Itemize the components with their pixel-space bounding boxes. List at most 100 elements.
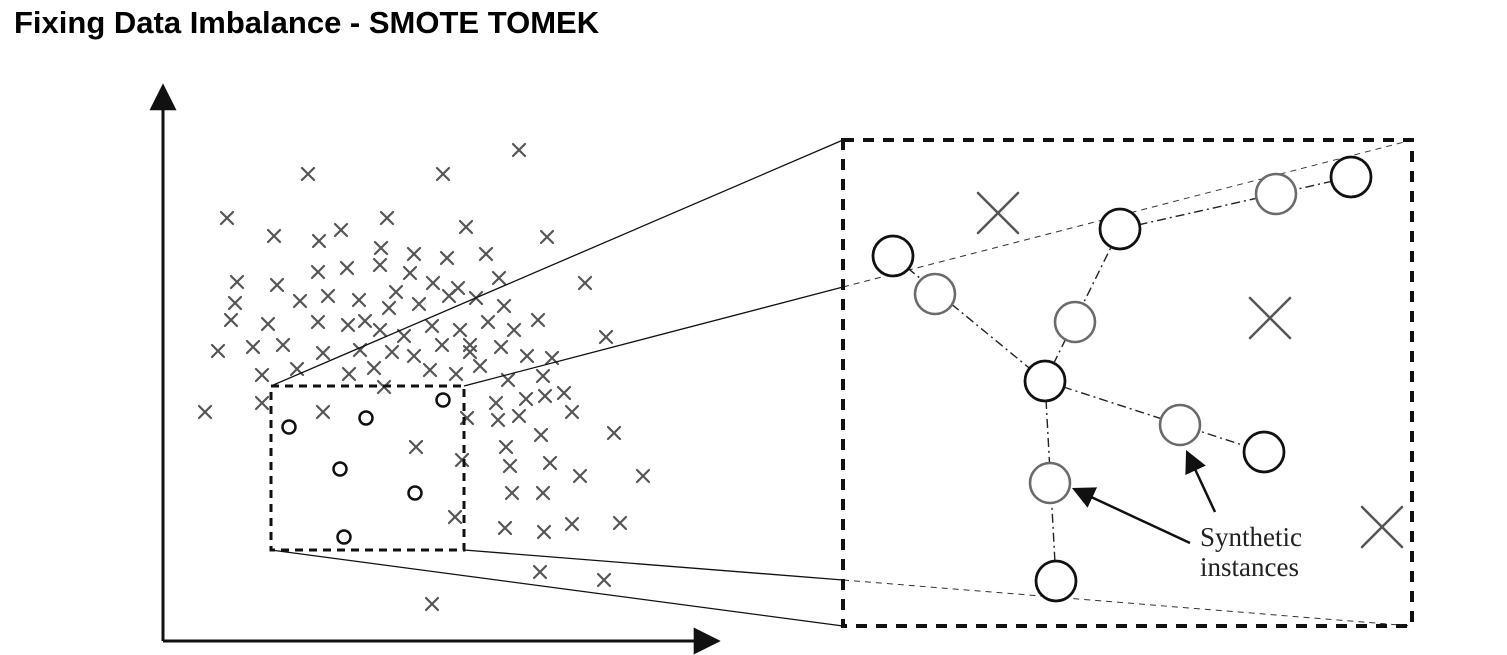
zoom-minority-point-1 <box>871 234 915 278</box>
zoom-minority-points <box>871 155 1373 603</box>
majority-point-37 <box>372 322 388 338</box>
majority-point-79 <box>408 439 424 455</box>
majority-point-92 <box>564 516 580 532</box>
majority-point-42 <box>506 322 522 338</box>
majority-point-81 <box>533 427 549 443</box>
majority-point-19-stroke-b <box>372 257 388 273</box>
majority-point-20 <box>402 265 418 281</box>
minority-point-2 <box>358 410 374 426</box>
majority-point-61 <box>422 362 438 378</box>
majority-point-46 <box>275 337 291 353</box>
majority-point-67 <box>556 385 572 401</box>
majority-point-10 <box>539 229 555 245</box>
zoom-majority-point-1 <box>976 191 1020 235</box>
majority-point-9 <box>458 219 474 235</box>
majority-point-24 <box>577 275 593 291</box>
zoom-majority-point-3 <box>1360 505 1404 549</box>
majority-point-32 <box>496 298 512 314</box>
majority-point-57-stroke-b <box>254 367 270 383</box>
majority-point-2-stroke-b <box>300 166 316 182</box>
majority-point-77 <box>564 404 580 420</box>
majority-point-54 <box>519 348 535 364</box>
majority-point-93-stroke-b <box>612 515 628 531</box>
majority-point-63-stroke-b <box>472 358 488 374</box>
majority-point-34 <box>260 316 276 332</box>
majority-point-19 <box>372 257 388 273</box>
majority-point-83-stroke-b <box>502 458 518 474</box>
arrow-to-synthetic-right <box>1185 449 1217 513</box>
majority-point-14-stroke-b <box>478 246 494 262</box>
zoom-majority-point-2 <box>1248 296 1292 340</box>
majority-point-24-stroke-b <box>577 275 593 291</box>
majority-point-3 <box>435 166 451 182</box>
majority-point-23 <box>491 270 507 286</box>
majority-point-75-stroke-b <box>490 412 506 428</box>
annotation-arrows <box>1071 449 1217 545</box>
majority-point-94 <box>532 564 548 580</box>
page-title: Fixing Data Imbalance - SMOTE TOMEK <box>14 5 600 40</box>
majority-point-56 <box>598 329 614 345</box>
majority-point-97 <box>227 295 243 311</box>
majority-point-27-stroke-b <box>351 292 367 308</box>
majority-point-65-stroke-b <box>535 368 551 384</box>
synthetic-instance-4 <box>1158 403 1202 447</box>
majority-point-51 <box>434 337 450 353</box>
synthetic-instance-5 <box>1028 461 1072 505</box>
majority-point-58-stroke-b <box>289 361 305 377</box>
majority-point-28 <box>381 300 397 316</box>
majority-point-53-stroke-b <box>493 339 509 355</box>
minority-point-3 <box>435 392 451 408</box>
majority-point-6 <box>266 228 282 244</box>
majority-point-76-stroke-b <box>511 408 527 424</box>
zoom-minority-point-2 <box>1098 207 1142 251</box>
majority-point-25-stroke-b <box>292 293 308 309</box>
majority-point-3-stroke-b <box>435 166 451 182</box>
majority-point-80-stroke-b <box>498 439 514 455</box>
majority-point-50 <box>406 348 422 364</box>
arrow-to-synthetic-left <box>1071 487 1191 545</box>
majority-point-53 <box>493 339 509 355</box>
majority-point-49-stroke-b <box>384 344 400 360</box>
majority-point-88-stroke-b <box>535 485 551 501</box>
minority-point-4 <box>332 461 348 477</box>
majority-point-67-stroke-b <box>556 385 572 401</box>
majority-point-72-stroke-b <box>488 395 504 411</box>
majority-point-26 <box>320 288 336 304</box>
majority-point-82-stroke-b <box>454 452 470 468</box>
majority-point-98-stroke-b <box>388 284 404 300</box>
selection-box <box>269 384 466 552</box>
majority-point-95-stroke-b <box>596 572 612 588</box>
majority-point-73-stroke-b <box>537 388 553 404</box>
majority-point-43-stroke-b <box>530 312 546 328</box>
majority-point-39-stroke-b <box>424 318 440 334</box>
majority-point-10-stroke-b <box>539 229 555 245</box>
majority-point-23-stroke-b <box>491 270 507 286</box>
majority-point-14 <box>478 246 494 262</box>
majority-point-38-stroke-b <box>396 328 412 344</box>
majority-point-39 <box>424 318 440 334</box>
majority-point-13 <box>439 250 455 266</box>
majority-point-79-stroke-b <box>408 439 424 455</box>
majority-point-72 <box>488 395 504 411</box>
majority-point-84 <box>542 455 558 471</box>
majority-point-18 <box>339 260 355 276</box>
majority-point-90-stroke-b <box>497 520 513 536</box>
majority-point-35 <box>310 314 326 330</box>
majority-point-66-stroke-b <box>518 391 534 407</box>
majority-point-5 <box>379 210 395 226</box>
majority-point-69-stroke-b <box>254 395 270 411</box>
majority-point-56-stroke-b <box>598 329 614 345</box>
majority-point-76 <box>511 408 527 424</box>
projection-dashed-bottom <box>842 579 1413 627</box>
majority-point-88 <box>535 485 551 501</box>
majority-point-98 <box>388 284 404 300</box>
majority-point-9-stroke-b <box>458 219 474 235</box>
synthetic-instance-3 <box>1254 172 1298 216</box>
majority-point-41-stroke-b <box>480 314 496 330</box>
majority-point-47-stroke-b <box>315 345 331 361</box>
majority-point-86-stroke-b <box>635 468 651 484</box>
majority-point-83 <box>502 458 518 474</box>
majority-point-100-stroke-b <box>462 337 478 353</box>
majority-point-64-stroke-b <box>500 372 516 388</box>
